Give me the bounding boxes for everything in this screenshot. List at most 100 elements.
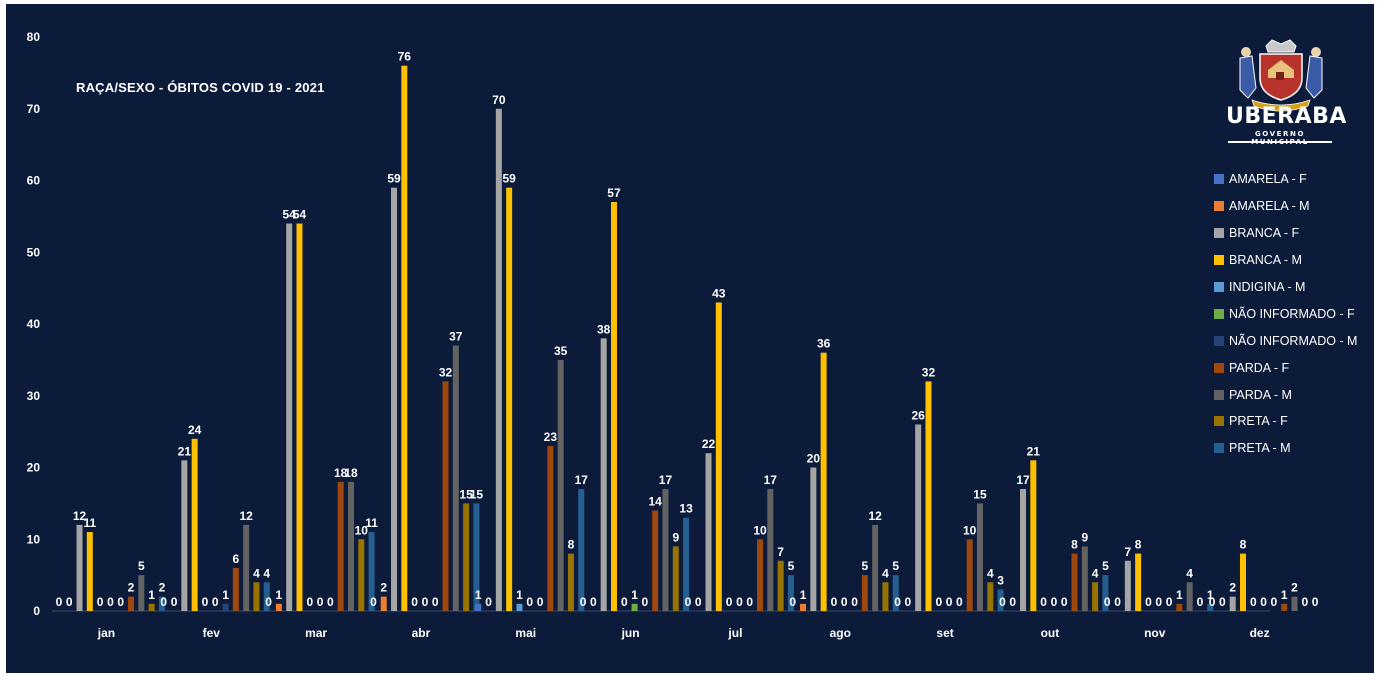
bar <box>296 223 303 612</box>
data-label: 4 <box>987 566 994 580</box>
logo-divider <box>1228 141 1332 143</box>
legend-swatch <box>1214 443 1224 454</box>
data-label: 17 <box>764 473 778 487</box>
data-label: 0 <box>1009 595 1016 609</box>
data-label: 0 <box>202 595 209 609</box>
data-label: 18 <box>334 466 348 480</box>
bar <box>286 223 293 612</box>
x-tick-label: mai <box>515 626 536 640</box>
legend-label: NÃO INFORMADO - M <box>1229 333 1358 348</box>
legend-label: AMARELA - M <box>1229 199 1310 214</box>
data-label: 0 <box>526 595 533 609</box>
data-label: 17 <box>659 473 673 487</box>
data-label: 1 <box>276 588 283 602</box>
bar <box>966 539 973 611</box>
bar <box>600 338 607 611</box>
legend-item: AMARELA - M <box>1214 193 1374 220</box>
data-label: 0 <box>317 595 324 609</box>
bar <box>567 553 574 611</box>
bar <box>473 503 480 611</box>
data-label: 2 <box>1291 581 1298 595</box>
bar <box>715 302 722 611</box>
y-tick-label: 20 <box>27 461 41 475</box>
data-label: 54 <box>293 208 307 222</box>
data-label: 21 <box>1027 444 1041 458</box>
data-label: 5 <box>1102 559 1109 573</box>
y-tick-label: 60 <box>27 174 41 188</box>
data-label: 54 <box>283 208 297 222</box>
legend-swatch <box>1214 416 1224 427</box>
data-label: 1 <box>800 588 807 602</box>
bar <box>683 517 690 611</box>
bar <box>347 481 354 611</box>
legend-swatch <box>1214 228 1224 239</box>
chart-panel <box>6 4 1374 673</box>
bar <box>516 603 523 611</box>
legend-item: PRETA - F <box>1214 408 1374 435</box>
bar <box>452 345 459 611</box>
chart-legend: AMARELA - F AMARELA - M BRANCA - F BRANCA -… <box>1214 166 1374 462</box>
legend-swatch <box>1214 201 1224 212</box>
data-label: 0 <box>746 595 753 609</box>
legend-label: BRANCA - F <box>1229 226 1300 241</box>
data-label: 12 <box>239 509 253 523</box>
bar <box>800 603 807 611</box>
data-label: 35 <box>554 344 568 358</box>
data-label: 0 <box>107 595 114 609</box>
crest-emblem <box>1239 39 1323 112</box>
x-tick-label: nov <box>1144 626 1166 640</box>
data-label: 38 <box>597 322 611 336</box>
data-label: 0 <box>306 595 313 609</box>
data-label: 0 <box>1209 595 1216 609</box>
bar <box>463 503 470 611</box>
legend-label: PRETA - F <box>1229 414 1288 429</box>
x-tick-label: fev <box>203 626 221 640</box>
bar <box>892 575 899 611</box>
bar <box>578 489 585 611</box>
bar <box>662 489 669 611</box>
data-label: 0 <box>117 595 124 609</box>
data-label: 0 <box>1197 595 1204 609</box>
bar <box>757 539 764 611</box>
data-label: 2 <box>1229 581 1236 595</box>
bar <box>705 453 712 611</box>
data-label: 12 <box>868 509 882 523</box>
data-label: 0 <box>621 595 628 609</box>
legend-item: PRETA - M <box>1214 435 1374 462</box>
data-label: 32 <box>922 365 936 379</box>
legend-swatch <box>1214 335 1224 346</box>
bar <box>631 603 638 611</box>
data-label: 0 <box>537 595 544 609</box>
x-tick-label: dez <box>1250 626 1270 640</box>
data-label: 0 <box>831 595 838 609</box>
bar <box>997 589 1004 611</box>
bar <box>368 532 375 611</box>
data-label: 1 <box>222 588 229 602</box>
data-label: 0 <box>695 595 702 609</box>
data-label: 5 <box>138 559 145 573</box>
bar <box>1239 553 1246 611</box>
data-label: 1 <box>516 588 523 602</box>
data-label: 3 <box>997 573 1004 587</box>
data-label: 0 <box>1114 595 1121 609</box>
data-label: 8 <box>1135 538 1142 552</box>
data-label: 0 <box>1051 595 1058 609</box>
data-label: 1 <box>1207 588 1214 602</box>
bar <box>976 503 983 611</box>
y-tick-label: 30 <box>27 389 41 403</box>
data-label: 0 <box>894 595 901 609</box>
bar <box>391 187 398 612</box>
data-label: 5 <box>788 559 795 573</box>
bar <box>138 575 145 611</box>
data-label: 15 <box>470 487 484 501</box>
data-label: 9 <box>672 530 679 544</box>
x-tick-label: mar <box>305 626 327 640</box>
data-label: 22 <box>702 437 716 451</box>
legend-swatch <box>1214 362 1224 373</box>
legend-item: NÃO INFORMADO - F <box>1214 300 1374 327</box>
bar <box>263 582 270 611</box>
data-label: 4 <box>882 566 889 580</box>
bar <box>777 560 784 611</box>
legend-label: BRANCA - M <box>1229 253 1302 268</box>
bar <box>610 202 617 611</box>
